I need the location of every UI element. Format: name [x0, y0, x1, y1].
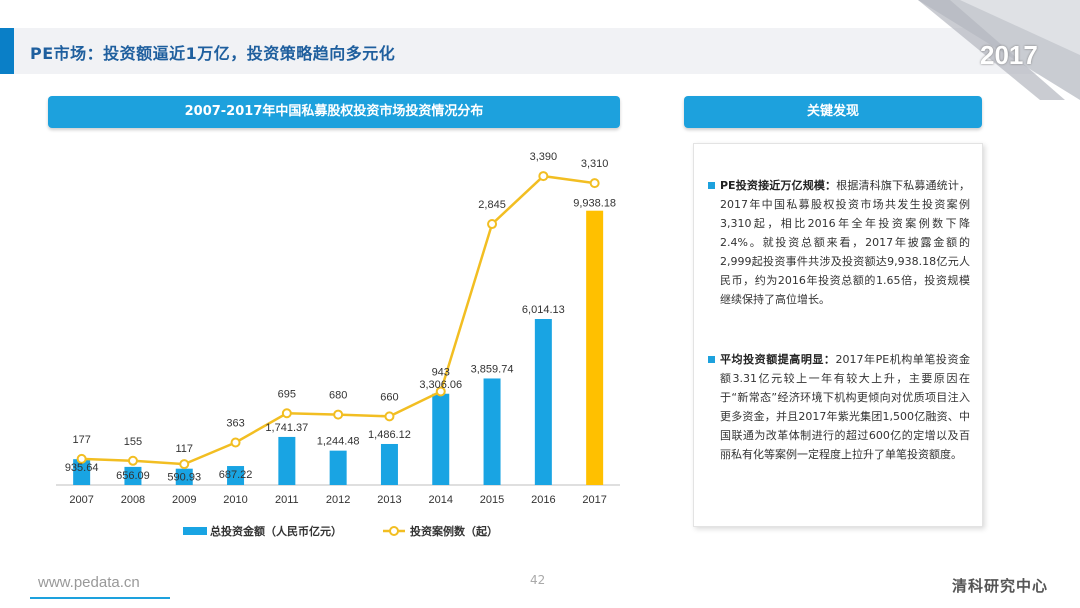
- bar-2008: [124, 466, 142, 485]
- bar-label-2014: 3,306.06: [419, 379, 462, 391]
- bar-label-2015: 3,859.74: [471, 363, 514, 375]
- bar-label-2007: 935.64: [65, 462, 99, 474]
- x-tick-2010: 2010: [223, 494, 247, 506]
- line-label-2014: 943: [432, 366, 450, 378]
- finding-2-lead: 平均投资额提高明显：: [720, 353, 836, 366]
- bar-2012: [329, 450, 347, 485]
- legend-line-marker: [389, 526, 399, 536]
- line-label-2009: 117: [175, 443, 193, 455]
- x-tick-2011: 2011: [275, 494, 299, 506]
- bar-label-2013: 1,486.12: [368, 429, 411, 441]
- line-point-2014: [435, 386, 446, 397]
- line-point-2007: [76, 453, 87, 464]
- x-tick-2009: 2009: [172, 494, 196, 506]
- page-number: 42: [530, 573, 546, 587]
- header-accent: [0, 28, 14, 74]
- bar-2007: [73, 459, 91, 485]
- x-tick-2015: 2015: [480, 494, 504, 506]
- bar-label-2010: 687.22: [219, 469, 253, 481]
- line-label-2010: 363: [226, 417, 244, 429]
- brand-logo-text: 清科研究中心: [952, 577, 1049, 595]
- line-label-2016: 3,390: [530, 151, 558, 163]
- page-title: PE市场：投资额逼近1万亿，投资策略趋向多元化: [30, 44, 396, 63]
- line-point-2016: [538, 171, 549, 182]
- line-point-2011: [281, 408, 292, 419]
- bar-label-2008: 656.09: [116, 470, 150, 482]
- bar-2011: [278, 436, 296, 485]
- line-label-2017: 3,310: [581, 158, 609, 170]
- line-point-2012: [333, 409, 344, 420]
- finding-1-body: 根据清科旗下私募通统计，2017年中国私募股权投资市场共发生投资案例3,310起…: [720, 179, 971, 306]
- bar-label-2016: 6,014.13: [522, 304, 565, 316]
- bar-2013: [380, 443, 398, 485]
- x-tick-2017: 2017: [582, 494, 606, 506]
- finding-1-lead: PE投资接近万亿规模：: [720, 179, 837, 192]
- bar-2017: [586, 210, 604, 485]
- line-point-2015: [487, 219, 498, 230]
- bar-2015: [483, 378, 501, 485]
- finding-item-1: PE投资接近万亿规模：根据清科旗下私募通统计，2017年中国私募股权投资市场共发…: [708, 176, 970, 309]
- x-tick-2007: 2007: [69, 494, 93, 506]
- header-bar: [0, 28, 1080, 74]
- bar-label-2011: 1,741.37: [265, 422, 308, 434]
- line-point-2013: [384, 411, 395, 422]
- line-point-2008: [127, 455, 138, 466]
- bar-2009: [175, 468, 193, 485]
- corner-decoration: [918, 0, 1080, 100]
- line-point-2010: [230, 437, 241, 448]
- x-tick-2008: 2008: [121, 494, 145, 506]
- finding-item-2: 平均投资额提高明显：2017年PE机构单笔投资金额3.31亿元较上一年有较大上升…: [708, 350, 970, 464]
- bar-2014: [432, 393, 450, 485]
- bar-label-2017: 9,938.18: [573, 198, 616, 210]
- bar-2016: [534, 319, 552, 485]
- legend-line-label: 投资案例数（起）: [410, 524, 498, 538]
- line-label-2011: 695: [278, 388, 296, 400]
- chart-title: 2007-2017年中国私募股权投资市场投资情况分布: [48, 96, 620, 128]
- bullet-square-icon: [708, 356, 715, 363]
- investment-chart: 2007 2008 2009 2010 2011 2012 2013 2014 2015 2016…: [56, 151, 620, 538]
- line-label-2015: 2,845: [478, 199, 506, 211]
- line-label-2007: 177: [72, 434, 90, 446]
- findings-box: PE投资接近万亿规模：根据清科旗下私募通统计，2017年中国私募股权投资市场共发…: [693, 143, 983, 527]
- legend-bar-swatch: [183, 527, 207, 535]
- legend-bar-label: 总投资金额（人民币亿元）: [210, 524, 342, 538]
- line-point-2009: [179, 459, 190, 470]
- bar-2010: [227, 466, 245, 485]
- line-label-2012: 680: [329, 390, 347, 402]
- finding-2-body: 2017年PE机构单笔投资金额3.31亿元较上一年有较大上升，主要原因在于“新常…: [720, 353, 970, 461]
- bar-label-2012: 1,244.48: [317, 436, 360, 448]
- x-tick-2014: 2014: [429, 494, 453, 506]
- x-tick-2012: 2012: [326, 494, 350, 506]
- footer-underline: [30, 597, 170, 599]
- case-count-line: [81, 174, 595, 466]
- line-point-2017: [589, 178, 600, 189]
- year-badge: 2017: [980, 40, 1038, 70]
- line-label-2008: 155: [124, 436, 142, 448]
- line-label-2013: 660: [380, 391, 398, 403]
- findings-title: 关键发现: [684, 96, 982, 128]
- x-tick-2016: 2016: [531, 494, 555, 506]
- x-tick-2013: 2013: [377, 494, 401, 506]
- bullet-square-icon: [708, 182, 715, 189]
- bar-label-2009: 590.93: [167, 472, 201, 484]
- footer-url[interactable]: www.pedata.cn: [38, 574, 140, 591]
